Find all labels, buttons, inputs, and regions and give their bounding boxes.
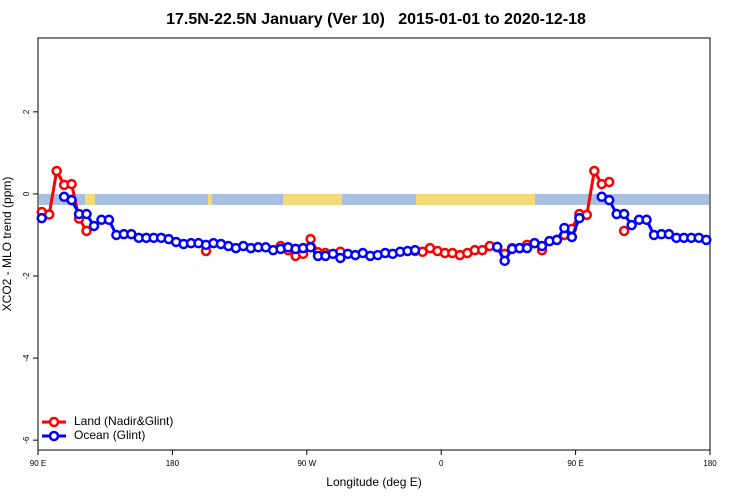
x-tick-label: 90 E <box>30 459 46 468</box>
point <box>51 165 62 177</box>
land-mask <box>85 193 95 205</box>
point <box>305 242 316 253</box>
land-mask <box>283 193 342 205</box>
point <box>603 176 615 188</box>
point <box>66 178 77 190</box>
point <box>603 194 615 206</box>
y-tick-label: 2 <box>22 109 31 114</box>
point <box>618 225 630 237</box>
point <box>499 255 510 267</box>
legend-label: Land (Nadir&Glint) <box>74 414 173 428</box>
point <box>566 231 578 243</box>
y-tick-label: -4 <box>22 354 31 362</box>
point <box>491 241 503 253</box>
x-tick-label: 180 <box>166 459 180 468</box>
legend-label: Ocean (Glint) <box>74 428 145 442</box>
y-tick-label: 0 <box>22 191 31 196</box>
legend-marker <box>48 416 60 428</box>
point <box>551 234 563 246</box>
x-tick-label: 90 W <box>297 459 316 468</box>
point <box>335 252 346 264</box>
point <box>574 212 585 224</box>
point <box>88 220 100 232</box>
x-tick-label: 180 <box>703 459 717 468</box>
point <box>536 240 548 252</box>
point <box>327 248 339 260</box>
point <box>103 214 115 226</box>
land-mask <box>208 193 212 205</box>
point <box>521 242 533 254</box>
y-axis-label: XCO2 - MLO trend (ppm) <box>0 177 14 312</box>
point <box>477 244 488 256</box>
x-axis-label: Longitude (deg E) <box>326 475 421 489</box>
chart-title: 17.5N-22.5N January (Ver 10) 2015-01-01 … <box>166 11 586 28</box>
point <box>66 194 77 206</box>
point <box>589 165 600 177</box>
point <box>618 208 630 220</box>
series <box>36 191 712 267</box>
y-tick-label: -2 <box>22 272 31 280</box>
point <box>36 212 47 224</box>
point <box>305 233 316 245</box>
point <box>409 244 421 256</box>
point <box>559 222 570 234</box>
ocean-mask <box>39 193 709 205</box>
point <box>641 214 652 226</box>
x-tick-label: 0 <box>439 459 444 468</box>
point <box>81 208 92 220</box>
point <box>626 219 637 231</box>
point <box>701 234 712 246</box>
legend-marker <box>48 430 60 442</box>
point <box>81 225 92 237</box>
x-tick-label: 90 E <box>567 459 583 468</box>
y-tick-label: -6 <box>22 436 31 444</box>
plot-frame <box>37 37 711 451</box>
land-mask <box>416 193 535 205</box>
